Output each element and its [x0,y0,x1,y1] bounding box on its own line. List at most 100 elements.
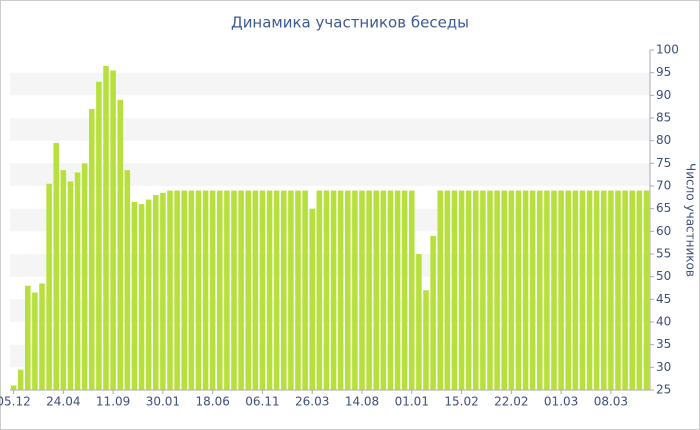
y-tick-label: 80 [656,133,671,147]
bar [316,190,323,390]
bar [423,290,429,390]
bar [238,190,244,390]
bar [138,204,145,390]
bar [558,190,564,390]
x-tick-label: 06.11 [245,395,279,409]
x-tick-label: 30.01 [146,395,180,409]
bar [615,190,621,390]
bar [487,190,493,390]
grid-band [10,118,650,141]
bar [53,142,59,390]
grid-band [10,72,650,96]
bar [586,190,593,390]
x-tick-label: 01.01 [395,395,429,409]
bar [451,190,458,390]
bar [444,190,451,390]
bar [174,190,180,390]
bar [302,190,308,390]
bar [231,190,237,390]
bar [46,183,52,390]
y-tick-label: 55 [656,247,671,261]
x-tick-label: 15.02 [444,395,478,409]
bar [39,283,45,390]
bar [266,190,273,390]
bar [458,190,465,390]
bar [188,190,195,390]
bar [224,190,230,390]
bar [387,190,394,390]
bar [480,190,486,390]
x-tick-label: 14.08 [345,395,379,409]
y-tick-label: 75 [656,156,671,170]
y-axis-label: Число участников [684,163,698,277]
bar [629,190,635,390]
bar [10,385,17,390]
bar [565,190,571,390]
bar [288,190,294,390]
y-tick-label: 100 [656,43,679,57]
bar [601,190,607,390]
bar [345,190,351,390]
bar [544,190,550,390]
bar [608,190,614,390]
x-tick-label: 24.04 [46,395,80,409]
bar [81,163,88,390]
bar [359,190,365,390]
bar [522,190,529,390]
bar [103,65,109,390]
bar [96,81,102,390]
bar [352,190,358,390]
bar [145,199,152,390]
grid-band [10,163,650,186]
bar [409,190,415,390]
bar [117,99,123,390]
bar [572,190,579,390]
bar [373,190,379,390]
bar [259,190,266,390]
bar [202,190,209,390]
bar [67,181,74,390]
bar [394,190,401,390]
bar [323,190,330,390]
bar [110,70,116,391]
bar [245,190,251,390]
y-tick-label: 35 [656,337,671,351]
bar [330,190,337,390]
bar [437,190,443,390]
y-tick-label: 40 [656,315,671,329]
y-tick-label: 30 [656,360,671,374]
bar [537,190,543,390]
bar [309,208,315,390]
bar [89,108,95,390]
bar [74,172,81,390]
bar [252,190,259,390]
bar [508,190,515,390]
bar [273,190,280,390]
bar [430,235,436,390]
bar [643,190,650,390]
bar [60,170,67,390]
y-tick-label: 90 [656,88,671,102]
bar [32,292,38,390]
bar [337,190,344,390]
y-tick-label: 45 [656,292,671,306]
y-tick-label: 25 [656,383,671,397]
x-tick-label: 22.02 [494,395,528,409]
bar [551,190,557,390]
bar [281,190,287,390]
bar [494,190,500,390]
bar [636,190,643,390]
y-tick-label: 50 [656,269,671,283]
bar [25,285,31,390]
y-tick-label: 65 [656,201,671,215]
y-tick-label: 70 [656,179,671,193]
bar [579,190,586,390]
y-tick-label: 60 [656,224,671,238]
bar [195,190,202,390]
x-tick-label: 18.06 [195,395,229,409]
bar [181,190,187,390]
bar [124,170,131,390]
bar [416,254,422,390]
x-tick-label: 11.09 [96,395,130,409]
